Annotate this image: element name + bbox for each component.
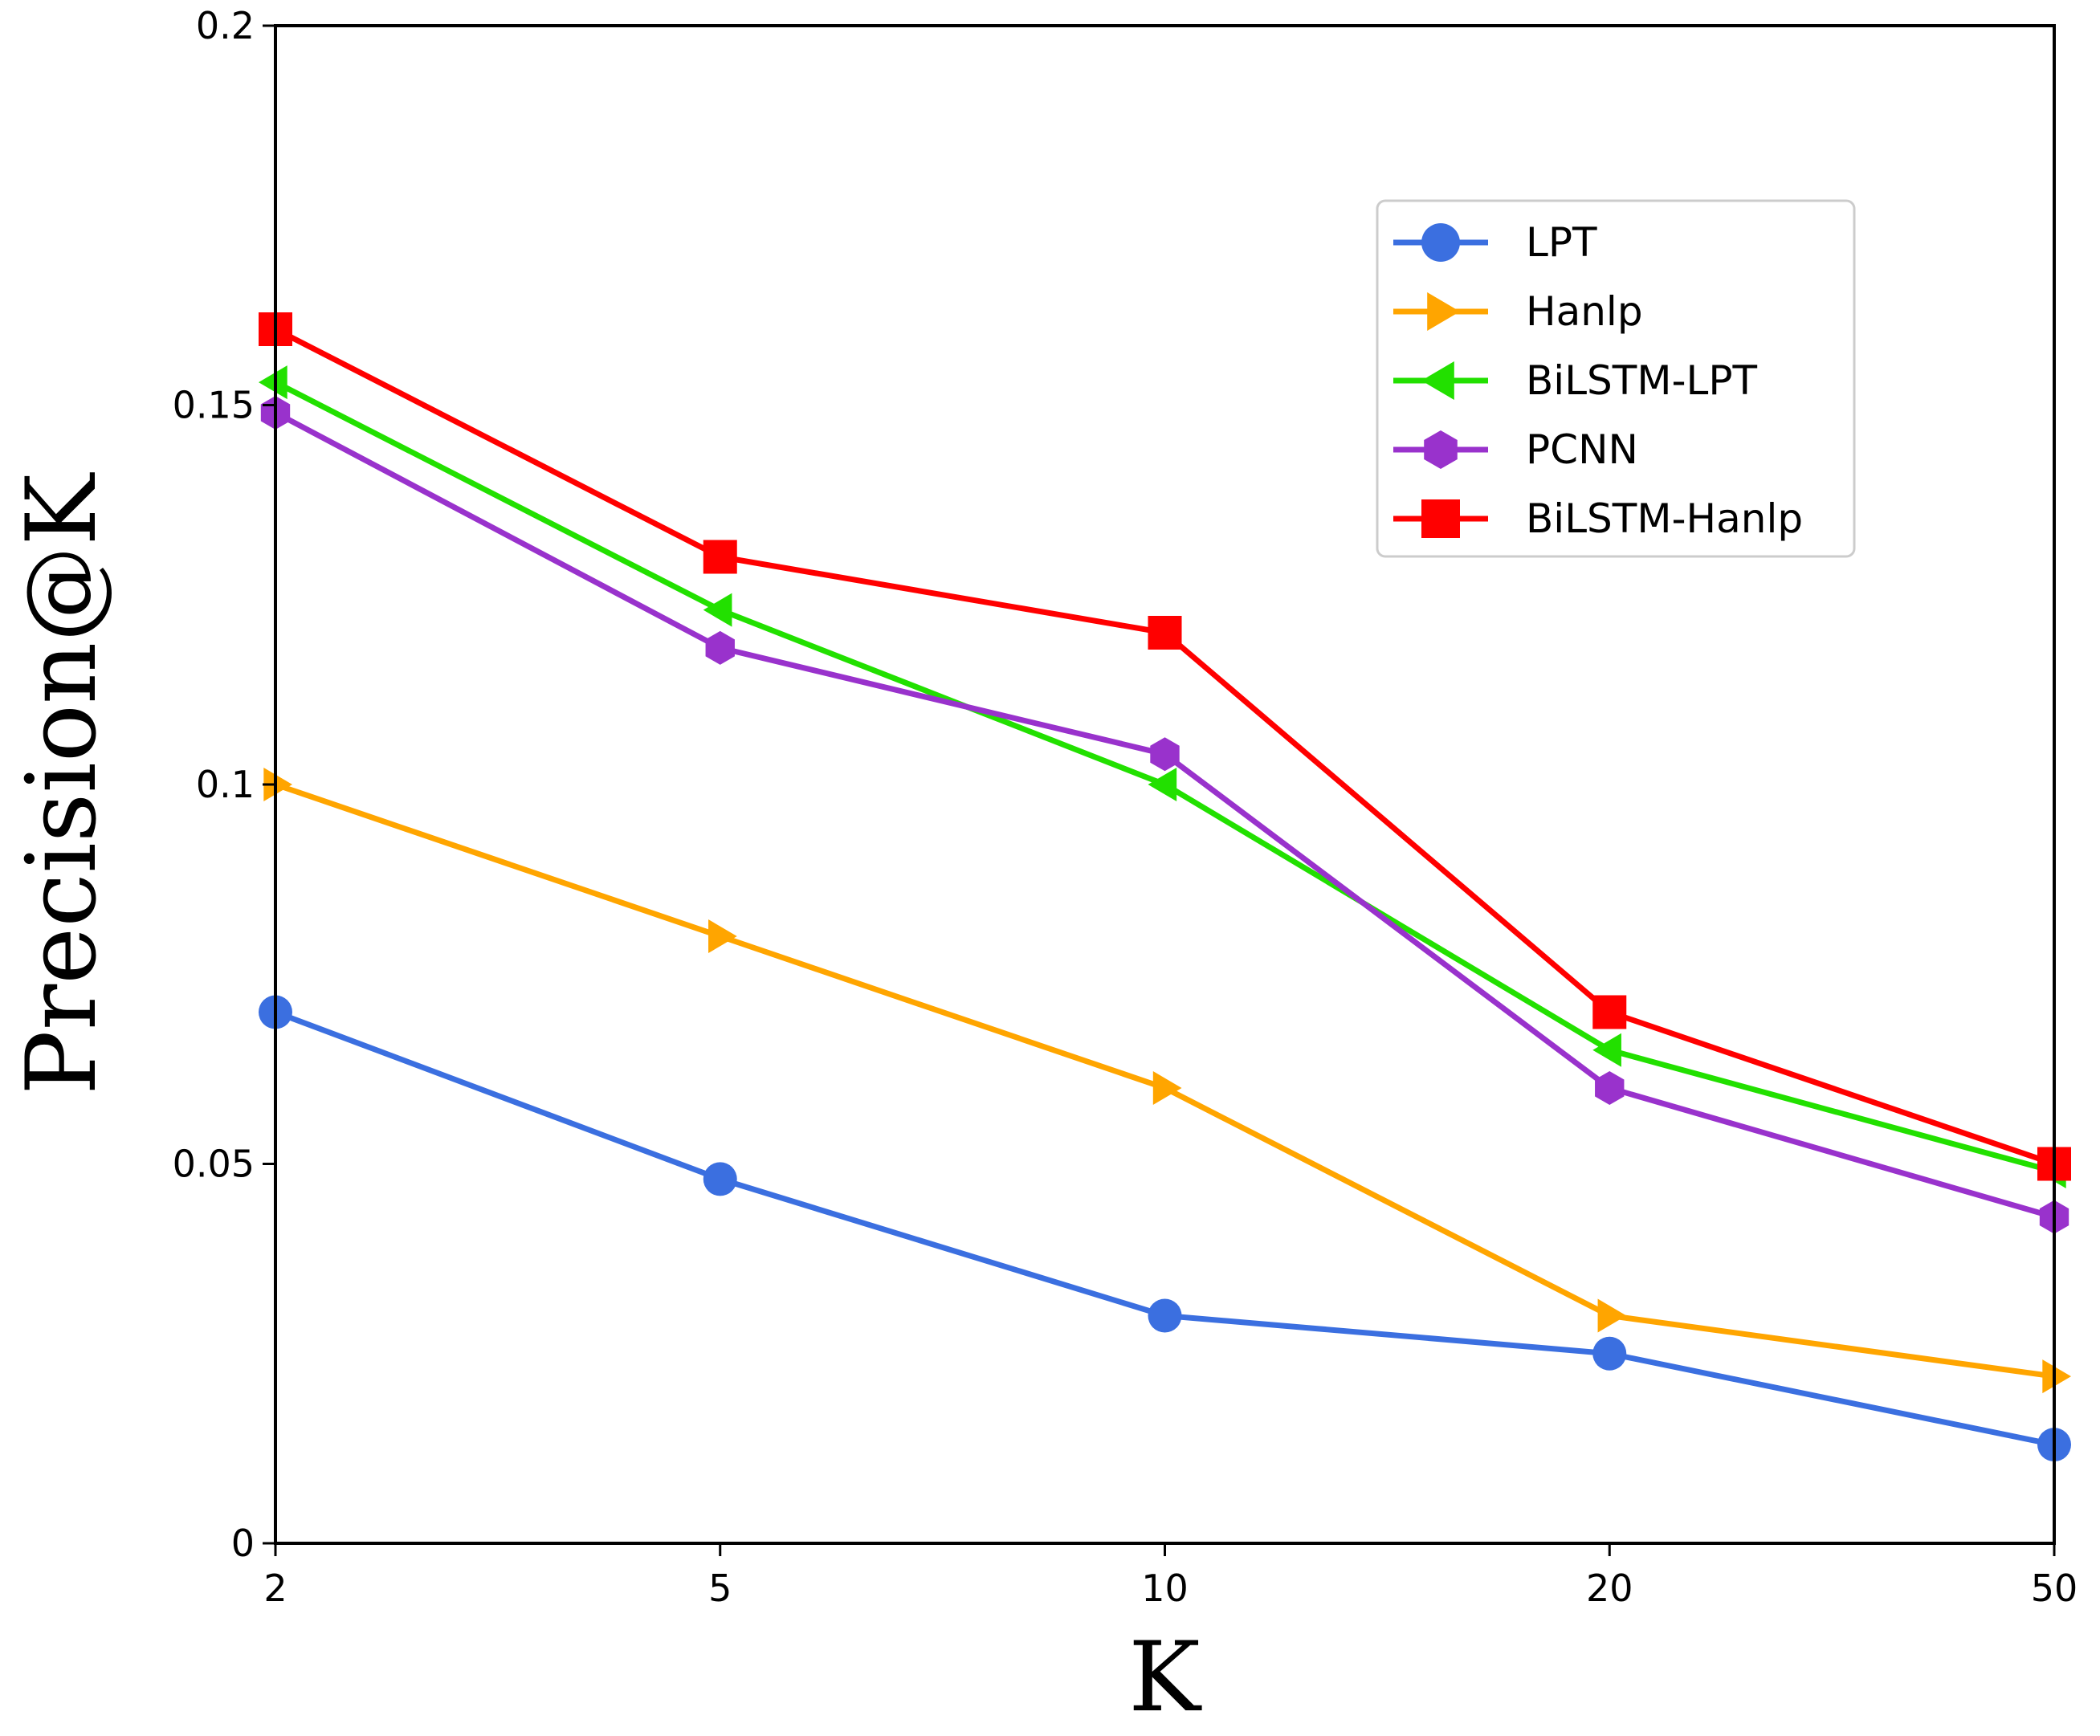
legend-marker: [1421, 361, 1454, 400]
data-point: [703, 1162, 737, 1196]
legend-marker: [1424, 430, 1458, 469]
data-point: [703, 593, 732, 627]
legend-marker: [1421, 499, 1460, 538]
x-tick-label: 5: [708, 1567, 732, 1610]
data-point: [1595, 1071, 1625, 1105]
legend-label: BiLSTM-LPT: [1526, 357, 1758, 404]
legend-marker: [1427, 292, 1460, 331]
data-point: [1148, 616, 1182, 650]
data-point: [1592, 995, 1627, 1029]
y-axis: 0 0.05 0.1 0.15 0.2: [173, 4, 275, 1565]
data-point: [2042, 1359, 2071, 1394]
data-point: [1152, 1071, 1182, 1105]
legend-label: PCNN: [1526, 426, 1638, 473]
y-tick-label: 0: [231, 1522, 255, 1565]
data-point: [1597, 1298, 1627, 1333]
x-tick-label: 2: [263, 1567, 287, 1610]
y-tick-label: 0.1: [196, 763, 255, 806]
y-tick-label: 0.15: [173, 384, 255, 427]
series-line: [274, 1009, 2055, 1448]
x-axis-title: K: [1128, 1622, 1202, 1734]
data-point: [1148, 1298, 1182, 1333]
legend-label: Hanlp: [1526, 288, 1643, 335]
y-axis-title: Precision@K: [6, 472, 118, 1095]
data-point: [1148, 768, 1177, 801]
y-tick-label: 0.05: [173, 1143, 255, 1186]
legend-label: BiLSTM-Hanlp: [1526, 495, 1803, 542]
x-axis: 2 5 10 20 50: [263, 1543, 2078, 1610]
legend-frame: [1376, 199, 1856, 558]
data-point: [708, 919, 737, 953]
data-point: [259, 365, 287, 400]
data-point: [705, 630, 735, 665]
legend-label: LPT: [1526, 219, 1597, 266]
data-point: [1592, 1336, 1627, 1371]
x-tick-label: 20: [1586, 1567, 1633, 1610]
data-point: [703, 540, 737, 574]
y-tick-label: 0.2: [196, 4, 255, 47]
legend: LPT Hanlp BiLSTM-LPT PCNN BiLSTM-Hanlp: [1376, 199, 1856, 558]
data-point: [1592, 1033, 1621, 1067]
data-point: [1150, 737, 1180, 772]
legend-marker: [1421, 223, 1460, 262]
x-tick-label: 50: [2031, 1567, 2078, 1610]
data-point: [263, 768, 292, 801]
x-tick-label: 10: [1141, 1567, 1189, 1610]
